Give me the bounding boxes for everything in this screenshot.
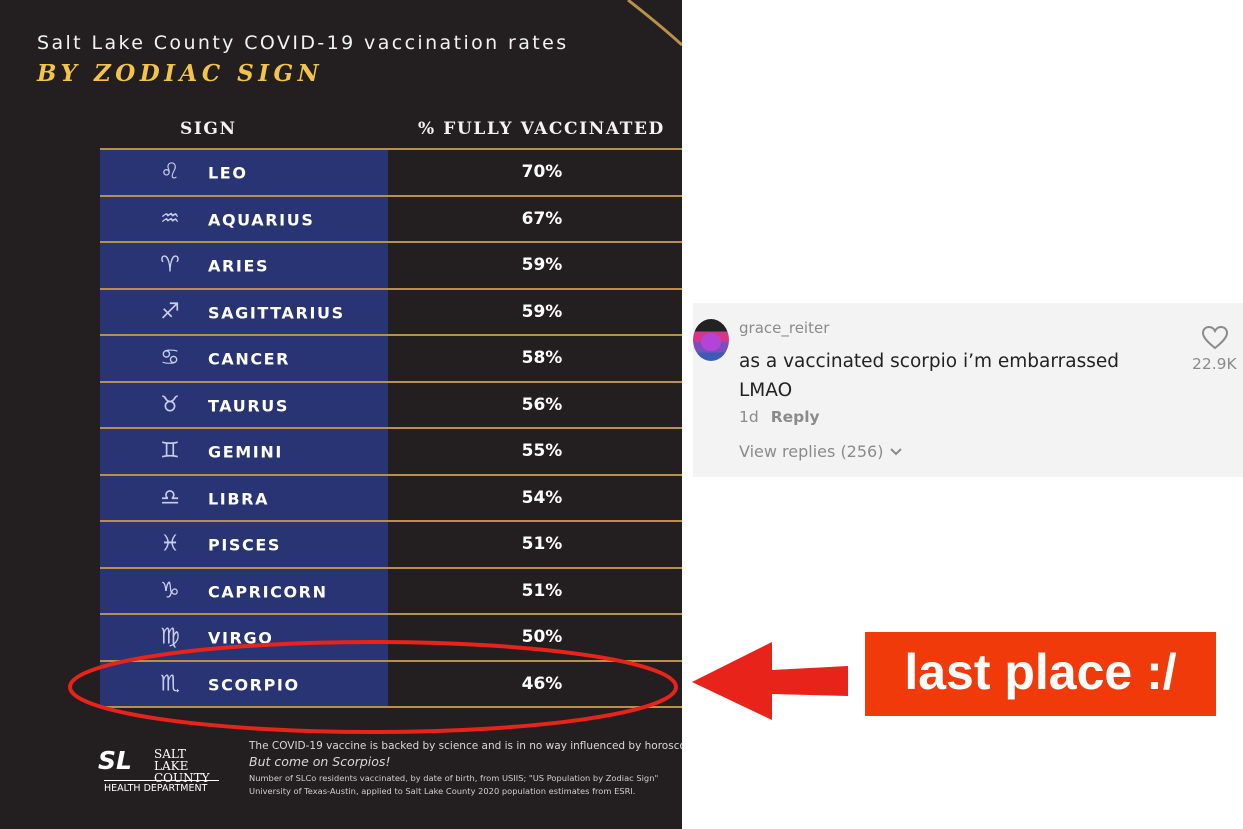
sign-name: LIBRA bbox=[208, 489, 270, 509]
sign-name: SAGITTARIUS bbox=[208, 303, 345, 323]
logo-county: SALT LAKE COUNTY bbox=[154, 747, 210, 785]
footer-tagline: But come on Scorpios! bbox=[249, 754, 391, 769]
sign-name: CAPRICORN bbox=[208, 582, 328, 602]
zodiac-taurus-icon: ♉ bbox=[160, 392, 180, 418]
comment-age: 1d bbox=[739, 408, 759, 426]
sign-name: LEO bbox=[208, 163, 248, 183]
red-arrow-icon bbox=[692, 642, 848, 720]
zodiac-aquarius-icon: ♒ bbox=[160, 206, 180, 232]
vaccination-infographic: Salt Lake County COVID-19 vaccination ra… bbox=[0, 0, 682, 829]
zodiac-virgo-icon: ♍ bbox=[160, 624, 180, 650]
footer-source-2: University of Texas-Austin, applied to S… bbox=[249, 786, 636, 796]
table-row-gemini: ♊ GEMINI 55% bbox=[100, 427, 682, 474]
zodiac-pisces-icon: ♓ bbox=[160, 531, 180, 557]
table-row-virgo: ♍ VIRGO 50% bbox=[100, 613, 682, 660]
sign-name: SCORPIO bbox=[208, 675, 300, 695]
pct-vaccinated: 58% bbox=[521, 348, 563, 369]
comment-meta: 1d Reply bbox=[739, 408, 820, 426]
zodiac-capricorn-icon: ♑ bbox=[160, 578, 180, 604]
sign-cell: ♎ LIBRA bbox=[100, 475, 388, 520]
zodiac-cancer-icon: ♋ bbox=[160, 345, 180, 371]
view-replies-button[interactable]: View replies (256) bbox=[739, 442, 903, 461]
footer-disclaimer: The COVID-19 vaccine is backed by scienc… bbox=[249, 740, 682, 752]
table-row-capricorn: ♑ CAPRICORN 51% bbox=[100, 566, 682, 613]
pct-vaccinated: 50% bbox=[521, 627, 563, 648]
zodiac-leo-icon: ♌ bbox=[160, 159, 180, 185]
zodiac-table: ♌ LEO 70% ♒ AQUARIUS 67% ♈ ARIES 59% ♐ SAGITTARIUS… bbox=[100, 148, 682, 708]
comment-username[interactable]: grace_reiter bbox=[739, 319, 830, 337]
footer-source-1: Number of SLCo residents vaccinated, by … bbox=[249, 773, 659, 783]
view-replies-label: View replies (256) bbox=[739, 442, 884, 461]
pct-vaccinated: 70% bbox=[521, 162, 563, 183]
zodiac-aries-icon: ♈ bbox=[160, 252, 180, 278]
sign-cell: ♐ SAGITTARIUS bbox=[100, 289, 388, 334]
table-row-aries: ♈ ARIES 59% bbox=[100, 241, 682, 288]
sign-cell: ♓ PISCES bbox=[100, 522, 388, 567]
sign-cell: ♒ AQUARIUS bbox=[100, 196, 388, 241]
chevron-down-icon bbox=[889, 448, 902, 456]
pct-vaccinated: 56% bbox=[521, 394, 563, 415]
pct-vaccinated: 54% bbox=[521, 487, 563, 508]
table-row-sagittarius: ♐ SAGITTARIUS 59% bbox=[100, 287, 682, 334]
zodiac-gemini-icon: ♊ bbox=[160, 438, 180, 464]
sign-cell: ♌ LEO bbox=[100, 150, 388, 195]
sign-cell: ♏ SCORPIO bbox=[100, 661, 388, 706]
logo-dept: HEALTH DEPARTMENT bbox=[104, 780, 219, 794]
sign-name: AQUARIUS bbox=[208, 210, 315, 230]
pct-vaccinated: 59% bbox=[521, 301, 563, 322]
reply-button[interactable]: Reply bbox=[770, 408, 820, 426]
sign-cell: ♊ GEMINI bbox=[100, 429, 388, 474]
sign-name: TAURUS bbox=[208, 396, 289, 416]
sign-cell: ♋ CANCER bbox=[100, 336, 388, 381]
like-count: 22.9K bbox=[1192, 355, 1237, 373]
logo-sl: SL bbox=[98, 746, 132, 775]
sign-cell: ♑ CAPRICORN bbox=[100, 568, 388, 613]
sign-cell: ♍ VIRGO bbox=[100, 615, 388, 660]
pct-vaccinated: 51% bbox=[521, 580, 563, 601]
pct-vaccinated: 55% bbox=[521, 441, 563, 462]
pct-vaccinated: 51% bbox=[521, 534, 563, 555]
comment-text: as a vaccinated scorpio i’m embarrassed … bbox=[739, 351, 1120, 401]
pct-vaccinated: 59% bbox=[521, 255, 563, 276]
pct-vaccinated: 46% bbox=[521, 673, 563, 694]
infographic-subtitle: BY ZODIAC SIGN bbox=[37, 60, 324, 87]
zodiac-libra-icon: ♎ bbox=[160, 485, 180, 511]
sign-cell: ♈ ARIES bbox=[100, 243, 388, 288]
table-row-taurus: ♉ TAURUS 56% bbox=[100, 380, 682, 427]
sign-name: ARIES bbox=[208, 256, 270, 276]
column-header-sign: SIGN bbox=[180, 119, 237, 139]
table-row-leo: ♌ LEO 70% bbox=[100, 148, 682, 195]
sign-name: CANCER bbox=[208, 349, 291, 369]
zodiac-scorpio-icon: ♏ bbox=[160, 671, 180, 697]
zodiac-sagittarius-icon: ♐ bbox=[160, 299, 180, 325]
table-row-pisces: ♓ PISCES 51% bbox=[100, 520, 682, 567]
column-header-pct: % FULLY VACCINATED bbox=[418, 119, 665, 139]
sign-name: PISCES bbox=[208, 535, 281, 555]
table-row-libra: ♎ LIBRA 54% bbox=[100, 473, 682, 520]
table-row-aquarius: ♒ AQUARIUS 67% bbox=[100, 194, 682, 241]
table-row-scorpio: ♏ SCORPIO 46% bbox=[100, 659, 682, 708]
sign-name: GEMINI bbox=[208, 442, 283, 462]
comment: grace_reiter as a vaccinated scorpio i’m… bbox=[693, 303, 1243, 477]
table-row-cancer: ♋ CANCER 58% bbox=[100, 334, 682, 381]
sign-name: VIRGO bbox=[208, 628, 274, 648]
heart-outline-icon[interactable] bbox=[1201, 325, 1229, 351]
annotation-label: last place :/ bbox=[865, 632, 1216, 716]
pct-vaccinated: 67% bbox=[521, 208, 563, 229]
decorative-gold-arc bbox=[627, 0, 682, 47]
avatar[interactable] bbox=[693, 319, 729, 361]
sign-cell: ♉ TAURUS bbox=[100, 382, 388, 427]
infographic-title: Salt Lake County COVID-19 vaccination ra… bbox=[37, 32, 569, 54]
